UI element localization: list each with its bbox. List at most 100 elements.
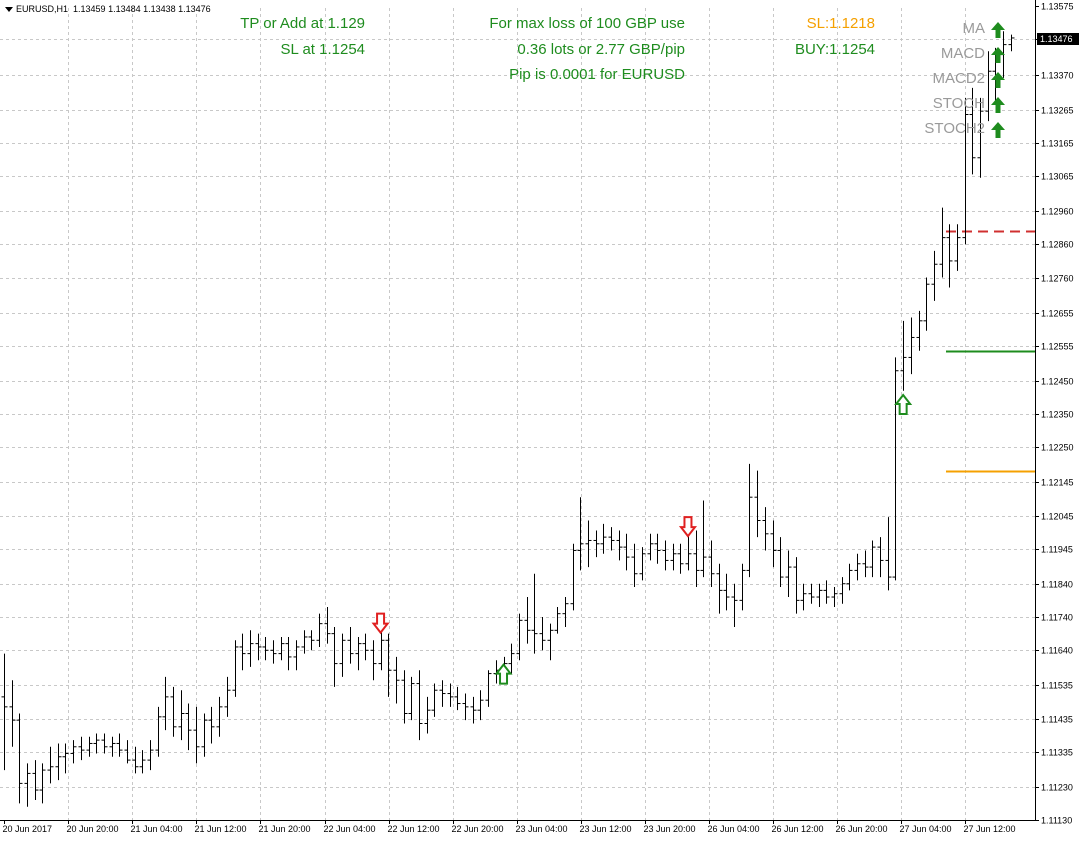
ohlc-bar <box>623 533 630 571</box>
ohlc-bar <box>362 633 369 661</box>
tp-text: TP or Add at 1.129 <box>240 15 365 32</box>
ohlc-bar <box>9 680 16 747</box>
ohlc-bar <box>101 733 108 754</box>
max-loss-text: For max loss of 100 GBP use <box>489 15 685 32</box>
x-tick-label: 21 Jun 04:00 <box>131 824 183 834</box>
ohlc-bar <box>954 224 961 271</box>
ohlc-bar <box>570 543 577 611</box>
symbol-header: EURUSD,H1 1.13459 1.13484 1.13438 1.1347… <box>5 4 211 14</box>
ohlc-bar <box>116 733 123 757</box>
ohlc-bar <box>293 640 300 671</box>
ohlc-bar <box>485 670 492 707</box>
ohlc-bar <box>347 626 354 664</box>
signal-label-stoch2: STOCH2 <box>924 120 985 137</box>
ohlc-bar <box>477 690 484 721</box>
y-tick-label: 1.11335 <box>1041 748 1073 758</box>
ohlc-bar <box>424 696 431 734</box>
price-bars <box>1 31 1015 807</box>
ohlc-bar <box>193 706 200 764</box>
x-tick-label: 20 Jun 20:00 <box>67 824 119 834</box>
ohlc-bar <box>316 613 323 647</box>
y-tick-label: 1.13575 <box>1041 2 1074 12</box>
ohlc-bar <box>969 87 976 175</box>
ohlc-bar <box>93 733 100 754</box>
ohlc-bar <box>731 583 738 627</box>
y-tick-label: 1.12250 <box>1041 443 1074 453</box>
y-tick-label: 1.13065 <box>1041 172 1074 182</box>
ohlc-bar <box>155 706 162 757</box>
ohlc-bar <box>839 577 846 604</box>
ohlc-bar <box>185 703 192 751</box>
ohlc-bar <box>239 633 246 671</box>
ohlc-bar <box>762 507 769 551</box>
y-tick-label: 1.11840 <box>1041 580 1073 590</box>
ohlc-bar <box>670 543 677 571</box>
current-price-box <box>1037 33 1079 45</box>
ohlc-bar <box>370 640 377 681</box>
ohlc-bar <box>700 500 707 578</box>
y-tick-label: 1.12555 <box>1041 342 1074 352</box>
ohlc-bar <box>355 636 362 671</box>
ohlc-bar <box>616 530 623 561</box>
ohlc-bar <box>654 533 661 564</box>
sell-signal-arrow-icon <box>678 516 698 538</box>
ohlc-bar <box>232 640 239 697</box>
ohlc-bar <box>208 706 215 744</box>
ohlc-bar <box>224 676 231 717</box>
x-tick-label: 27 Jun 04:00 <box>900 824 952 834</box>
ohlc-bar <box>47 746 54 784</box>
arrow-up-icon <box>991 72 1005 88</box>
ohlc-bar <box>816 583 823 608</box>
ohlc-bar <box>785 550 792 598</box>
ohlc-bar <box>577 497 584 571</box>
y-tick-label: 1.11130 <box>1041 816 1072 826</box>
ohlc-bar <box>516 613 523 661</box>
ohlc-bar <box>454 686 461 711</box>
ohlc-bar <box>716 563 723 614</box>
ohlc-bar <box>946 224 953 288</box>
ohlc-bar <box>139 750 146 774</box>
ohlc-bar <box>439 680 446 707</box>
grid <box>0 8 1035 820</box>
sell-signal-arrow-icon <box>371 612 390 635</box>
ohlc-bar <box>339 633 346 677</box>
ohlc-bar <box>201 713 208 757</box>
ohlc-bar <box>255 633 262 661</box>
ohlc-bar <box>247 630 254 667</box>
buy-signal-arrow-icon <box>894 393 913 416</box>
ohlc-bar <box>62 743 69 774</box>
y-tick-label: 1.12760 <box>1041 274 1074 284</box>
symbol-label: EURUSD,H1 <box>16 4 69 14</box>
ohlc-bar <box>431 683 438 717</box>
ohlc-bar <box>608 527 615 551</box>
ohlc-bar <box>16 713 23 804</box>
ohlc-bar <box>862 550 869 578</box>
ohlc-bar <box>524 597 531 644</box>
y-tick-label: 1.11945 <box>1041 545 1073 555</box>
ohlc-bar <box>331 626 338 687</box>
arrow-up-icon <box>991 97 1005 113</box>
ohlc-bar <box>285 636 292 671</box>
ohlc-bar <box>1008 34 1015 52</box>
y-tick-label: 1.11740 <box>1041 613 1073 623</box>
y-tick-label: 1.11640 <box>1041 646 1073 656</box>
ohlc-bar <box>447 683 454 707</box>
ohlc-bar <box>823 580 830 604</box>
ohlc-bar <box>270 640 277 664</box>
x-tick-label: 22 Jun 04:00 <box>324 824 376 834</box>
ohlc-bar <box>132 746 139 774</box>
y-tick-label: 1.11535 <box>1041 681 1073 691</box>
ohlc-bar <box>170 686 177 737</box>
x-tick-label: 27 Jun 12:00 <box>964 824 1016 834</box>
ohlc-bar <box>892 357 899 581</box>
y-tick-label: 1.12450 <box>1041 377 1074 387</box>
ohlc-bar <box>86 736 93 757</box>
y-tick-label: 1.11230 <box>1041 783 1073 793</box>
signal-label-macd2: MACD2 <box>932 70 985 87</box>
lots-text: 0.36 lots or 2.77 GBP/pip <box>517 41 685 58</box>
signal-arrows <box>371 393 913 685</box>
x-tick-label: 23 Jun 20:00 <box>644 824 696 834</box>
